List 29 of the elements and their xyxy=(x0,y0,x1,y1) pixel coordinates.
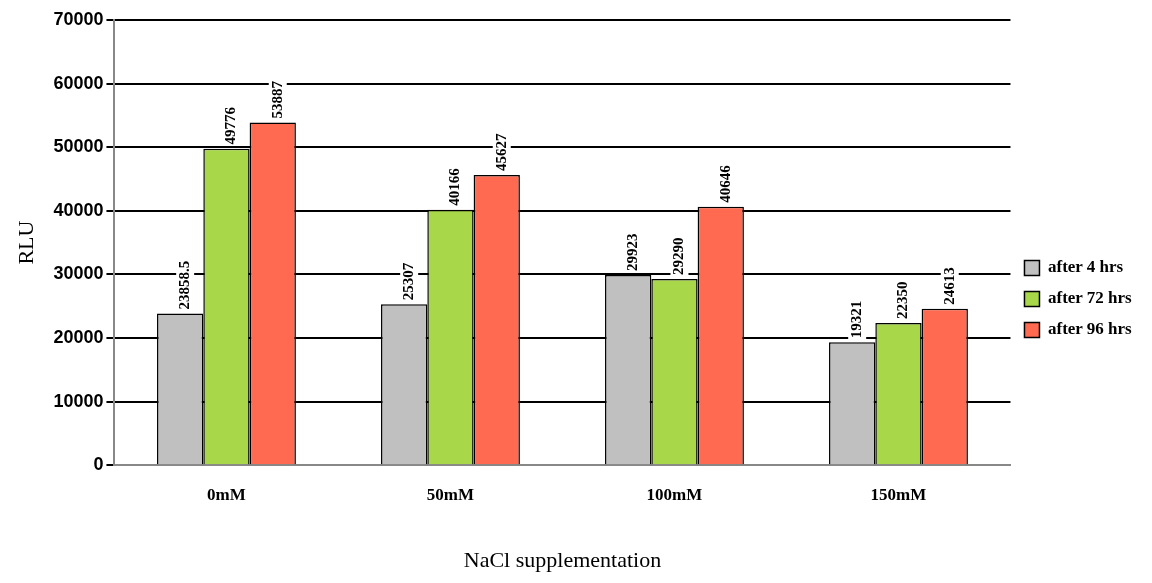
legend-label: after 4 hrs xyxy=(1047,257,1124,277)
x-tick-label: 0mM xyxy=(207,484,246,504)
y-axis-title: RLU xyxy=(12,220,38,265)
y-tick-label: 40000 xyxy=(53,199,104,220)
data-label: 29923 xyxy=(624,233,641,271)
x-tick-label: 150mM xyxy=(870,484,927,504)
data-label: 23858.5 xyxy=(176,260,193,310)
data-label: 22350 xyxy=(894,281,911,320)
data-label: 25307 xyxy=(400,262,417,301)
legend-label: after 96 hrs xyxy=(1047,319,1133,339)
data-label: 19321 xyxy=(848,300,865,339)
data-label: 53887 xyxy=(268,80,285,119)
y-tick-label: 30000 xyxy=(53,263,104,284)
y-tick-label: 0 xyxy=(93,454,104,475)
y-tick-label: 10000 xyxy=(53,390,104,411)
data-label: 45627 xyxy=(492,133,509,172)
data-label: 49776 xyxy=(222,106,239,145)
y-tick-label: 70000 xyxy=(53,8,104,29)
data-label: 40166 xyxy=(446,167,463,206)
x-tick-label: 100mM xyxy=(646,484,703,504)
x-axis-title: NaCl supplementation xyxy=(463,546,662,572)
data-label: 29290 xyxy=(670,237,687,275)
y-tick-label: 50000 xyxy=(53,136,104,157)
data-label: 24613 xyxy=(940,267,957,305)
data-label: 40646 xyxy=(716,164,733,203)
y-tick-label: 20000 xyxy=(53,326,104,347)
legend-label: after 72 hrs xyxy=(1047,288,1133,308)
y-tick-label: 60000 xyxy=(53,72,104,93)
x-tick-label: 50mM xyxy=(426,484,475,504)
